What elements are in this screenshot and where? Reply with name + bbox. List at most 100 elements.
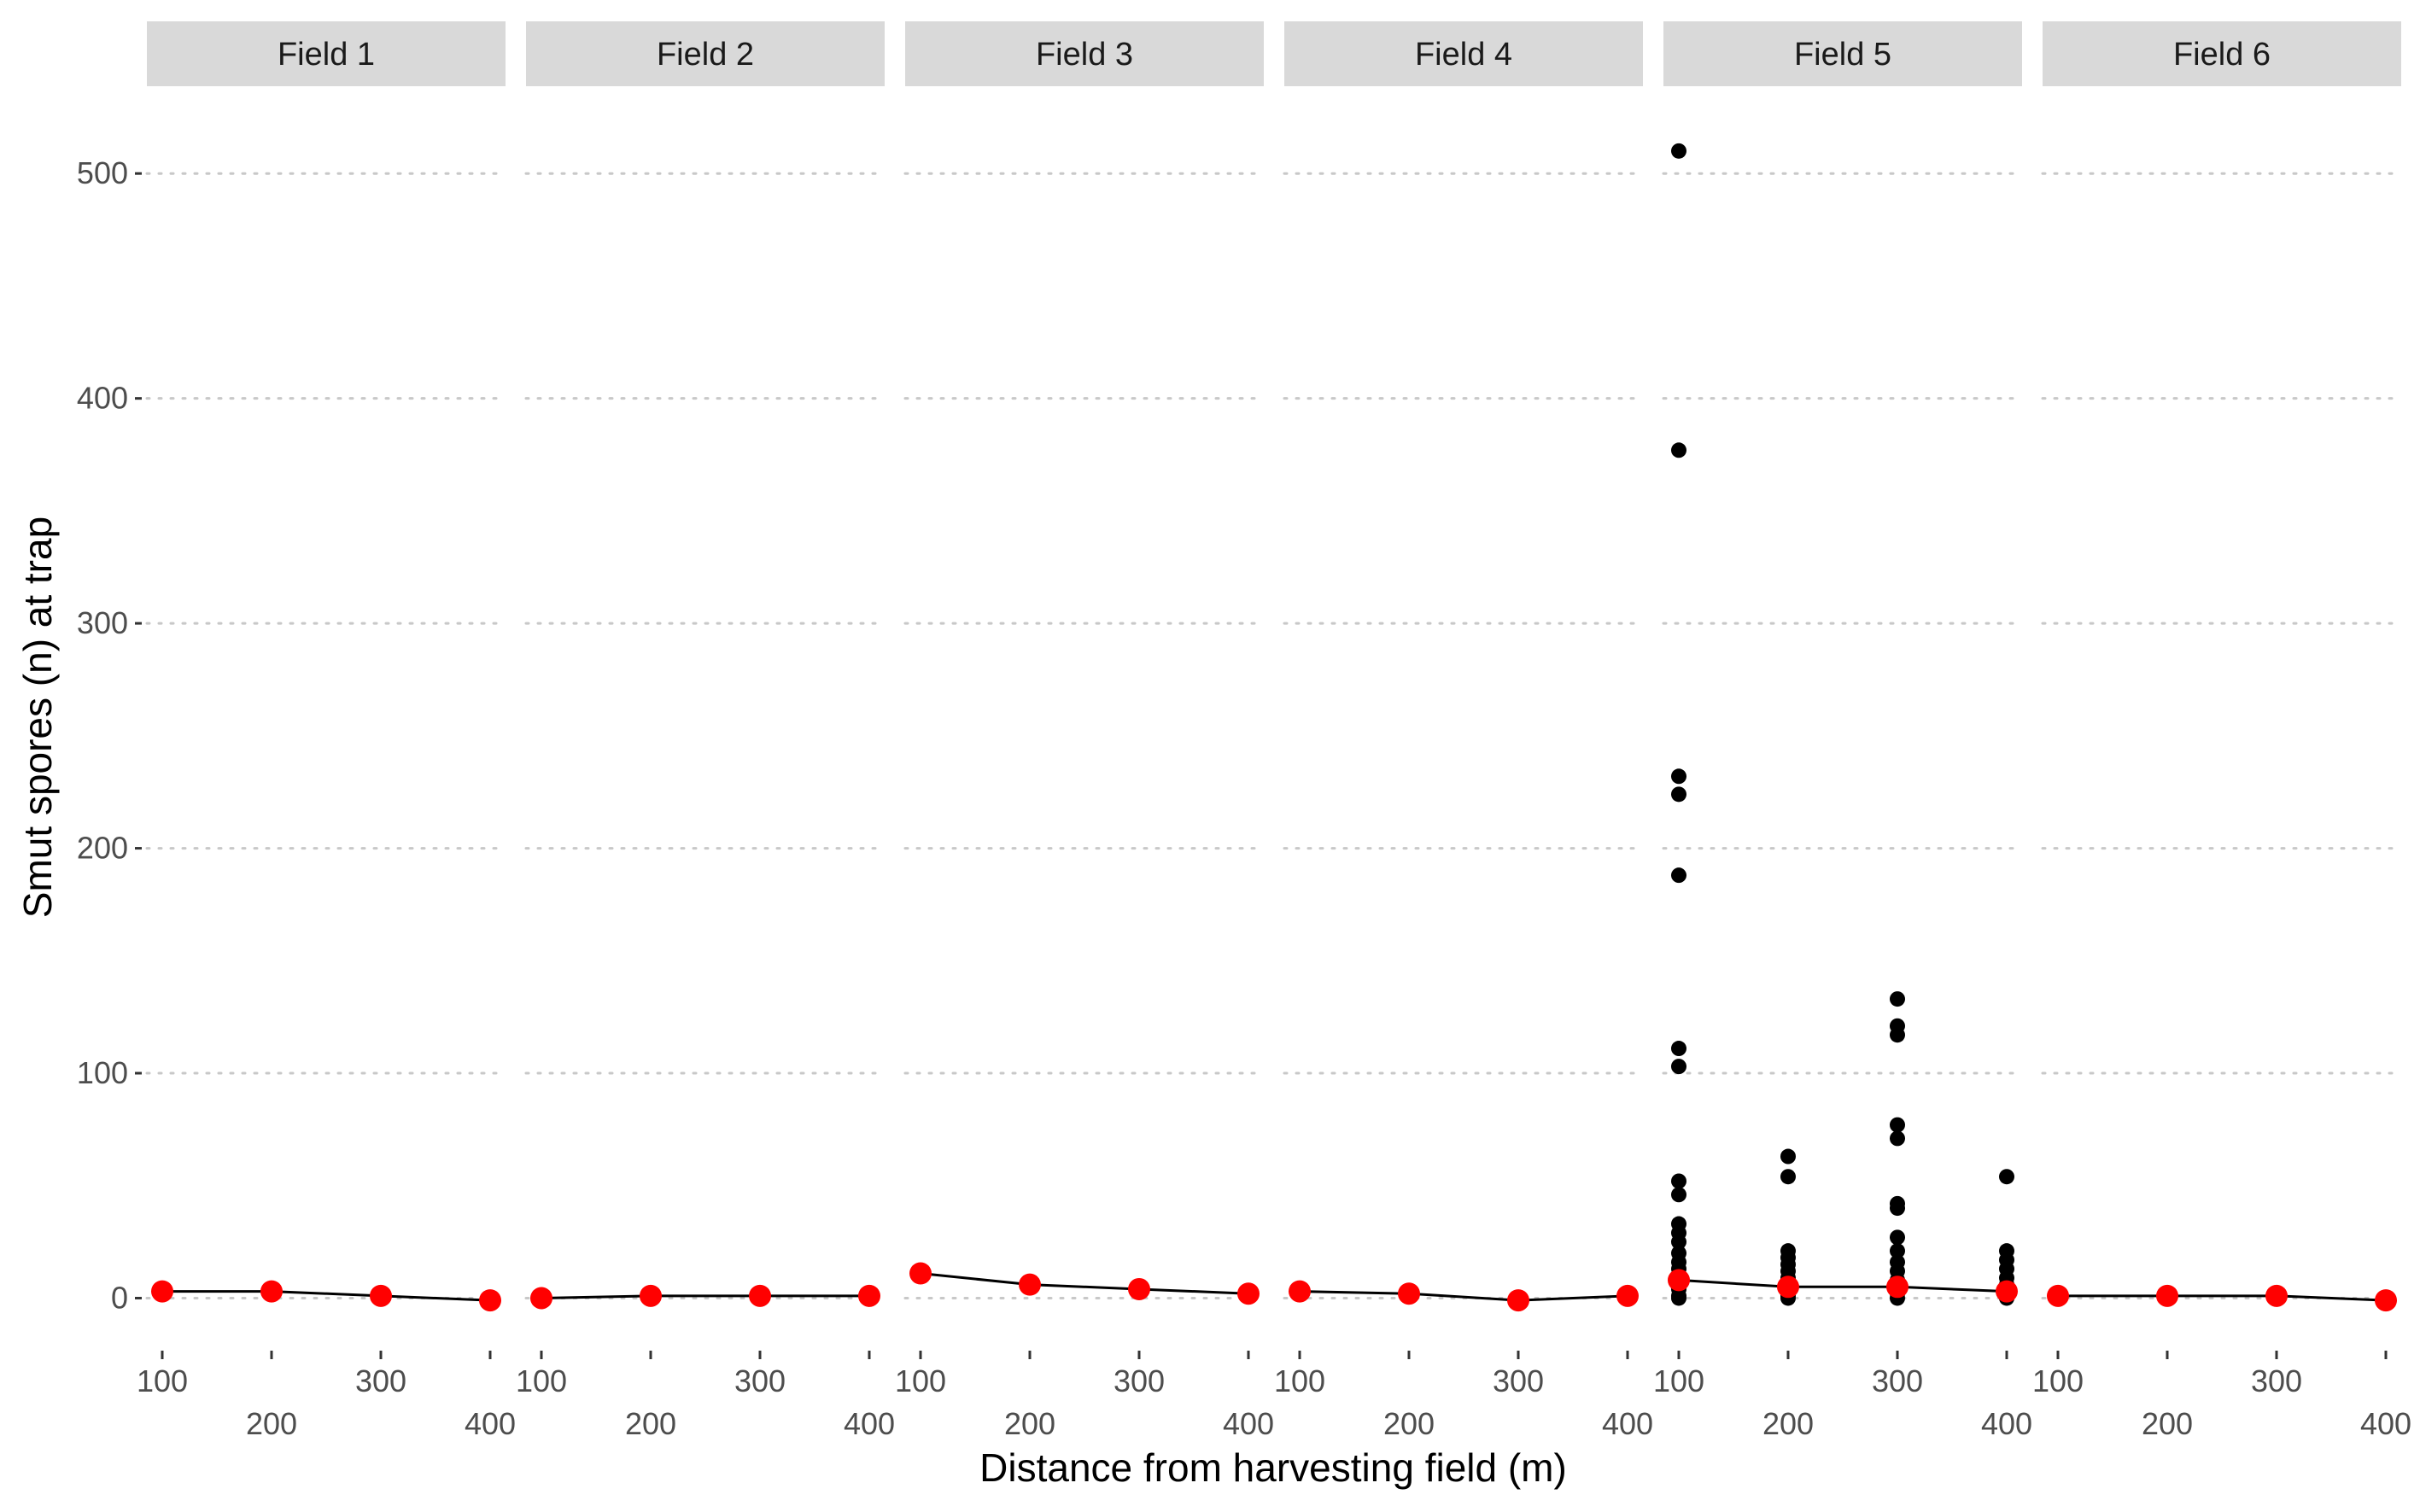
data-point <box>1890 1243 1905 1259</box>
mean-point <box>858 1284 880 1307</box>
x-tick-label: 300 <box>734 1363 786 1398</box>
mean-point <box>749 1284 771 1307</box>
x-tick-label: 200 <box>625 1406 676 1441</box>
panel-title: Field 2 <box>657 37 754 73</box>
x-tick-label: 100 <box>1653 1363 1704 1398</box>
x-tick-label: 400 <box>844 1406 895 1441</box>
x-tick-label: 400 <box>465 1406 516 1441</box>
data-point <box>1671 768 1686 785</box>
data-point <box>1671 786 1686 803</box>
mean-point <box>1616 1284 1639 1307</box>
y-tick-label: 200 <box>77 831 128 866</box>
y-axis-title: Smut spores (n) at trap <box>15 517 60 918</box>
data-point <box>1671 867 1686 884</box>
mean-point <box>2375 1289 2397 1312</box>
mean-line <box>2058 1294 2387 1302</box>
data-point <box>1890 1229 1905 1246</box>
data-point <box>1671 1041 1686 1057</box>
mean-point <box>260 1280 283 1303</box>
panel-strip <box>905 21 1264 86</box>
data-point <box>1890 1200 1905 1217</box>
grid-layer <box>145 172 2403 1299</box>
data-point <box>1890 991 1905 1007</box>
x-tick-label: 300 <box>355 1363 406 1398</box>
x-tick-label: 300 <box>1872 1363 1923 1398</box>
mean-point <box>909 1262 932 1285</box>
panel-strip <box>2043 21 2401 86</box>
x-tick-label: 200 <box>1383 1406 1435 1441</box>
x-tick-label: 400 <box>2360 1406 2411 1441</box>
mean-line <box>1299 1290 1628 1302</box>
mean-point <box>479 1289 501 1312</box>
y-tick-label: 0 <box>111 1280 128 1315</box>
x-tick-label: 200 <box>1762 1406 1814 1441</box>
data-point <box>1671 1290 1686 1306</box>
x-tick-label: 100 <box>137 1363 188 1398</box>
data-point <box>1780 1169 1796 1185</box>
x-tick-label: 300 <box>2251 1363 2302 1398</box>
mean-point <box>1128 1277 1150 1300</box>
data-point <box>1780 1148 1796 1165</box>
x-tick-label: 400 <box>1981 1406 2032 1441</box>
data-point <box>1890 1117 1905 1133</box>
x-tick-label: 200 <box>1004 1406 1055 1441</box>
data-point <box>1671 1187 1686 1203</box>
panel-strip <box>1663 21 2022 86</box>
x-tick-label: 400 <box>1602 1406 1653 1441</box>
panel-strips: Field 1 Field 2 Field 3 Field 4 Field 5 Field… <box>147 21 2401 86</box>
panel-strip <box>147 21 506 86</box>
axes: 0100200300400500100200300400100200300400… <box>77 155 2411 1441</box>
y-tick-label: 100 <box>77 1055 128 1090</box>
mean-line <box>1678 1278 2008 1293</box>
x-tick-label: 100 <box>516 1363 567 1398</box>
y-tick-label: 400 <box>77 381 128 416</box>
panel-strip <box>526 21 885 86</box>
mean-point <box>1237 1282 1260 1305</box>
y-tick-label: 500 <box>77 155 128 190</box>
x-tick-label: 300 <box>1114 1363 1165 1398</box>
mean-line <box>162 1290 491 1302</box>
x-tick-label: 300 <box>1493 1363 1544 1398</box>
x-tick-label: 100 <box>2032 1363 2084 1398</box>
mean-point <box>1398 1282 1420 1305</box>
mean-point <box>530 1287 552 1310</box>
mean-point <box>2047 1284 2069 1307</box>
mean-point <box>1019 1273 1041 1296</box>
panel-title: Field 5 <box>1794 37 1891 73</box>
panel-title: Field 6 <box>2173 37 2271 73</box>
data-point <box>1671 1173 1686 1189</box>
mean-point <box>1996 1280 2018 1303</box>
data-point <box>1671 1234 1686 1250</box>
data-point <box>1671 442 1686 458</box>
mean-point <box>370 1284 392 1307</box>
panel-strip <box>1284 21 1643 86</box>
x-tick-label: 100 <box>895 1363 946 1398</box>
data-point <box>1671 143 1686 159</box>
mean-line <box>920 1272 1249 1295</box>
panel-title: Field 1 <box>278 37 375 73</box>
mean-point <box>640 1284 662 1307</box>
x-tick-label: 100 <box>1274 1363 1325 1398</box>
mean-line <box>541 1294 869 1299</box>
mean-point <box>1886 1276 1909 1299</box>
panel-title: Field 3 <box>1036 37 1133 73</box>
x-axis-title: Distance from harvesting field (m) <box>979 1445 1567 1490</box>
data-point <box>1999 1169 2014 1185</box>
mean-point <box>2156 1284 2178 1307</box>
mean-point <box>1668 1269 1690 1292</box>
mean-point <box>1507 1289 1529 1312</box>
mean-point <box>1289 1280 1311 1303</box>
y-tick-label: 300 <box>77 605 128 640</box>
mean-point <box>2265 1284 2288 1307</box>
mean-point <box>1777 1276 1799 1299</box>
x-tick-label: 200 <box>2142 1406 2193 1441</box>
data-point <box>1890 1130 1905 1147</box>
x-tick-label: 200 <box>246 1406 297 1441</box>
data-point <box>1671 1059 1686 1075</box>
mean-point <box>151 1280 173 1303</box>
x-tick-label: 400 <box>1223 1406 1274 1441</box>
panel-title: Field 4 <box>1415 37 1512 73</box>
data-point <box>1890 1027 1905 1043</box>
series-layer <box>151 143 2397 1312</box>
